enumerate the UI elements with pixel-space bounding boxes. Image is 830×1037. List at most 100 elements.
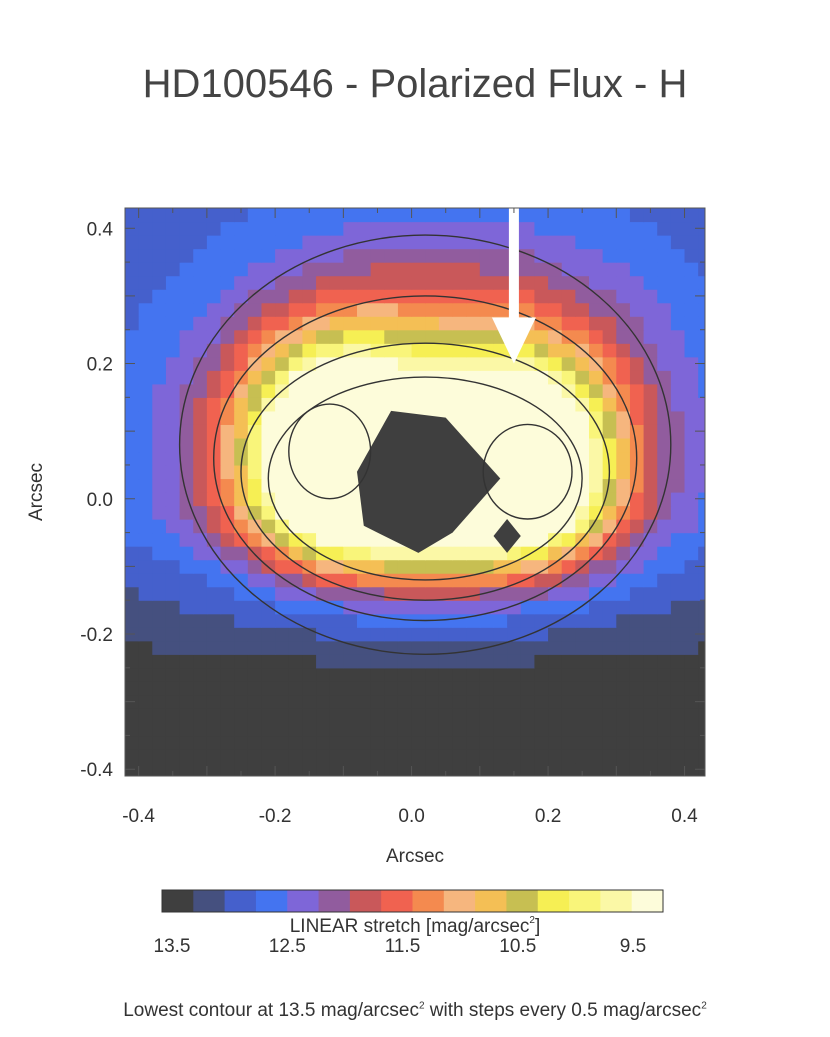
colorbar-frame	[161, 889, 664, 913]
heatmap-cell	[493, 275, 508, 290]
heatmap-cell	[493, 613, 508, 628]
heatmap-cell	[247, 262, 263, 277]
heatmap-cell	[643, 397, 658, 412]
heatmap-cell	[343, 640, 358, 655]
heatmap-cell	[561, 248, 576, 263]
heatmap-cell	[452, 694, 467, 709]
heatmap-cell	[370, 343, 385, 358]
heatmap-cell	[179, 302, 194, 317]
heatmap-cell	[343, 221, 358, 236]
heatmap-cell	[670, 208, 686, 223]
heatmap-cell	[179, 654, 194, 669]
heatmap-cell	[616, 208, 631, 223]
heatmap-cell	[247, 708, 263, 723]
heatmap-cell	[493, 451, 508, 466]
heatmap-cell	[370, 573, 385, 588]
heatmap-cell	[397, 708, 413, 723]
heatmap-cell	[247, 208, 263, 223]
heatmap-cell	[261, 613, 276, 628]
heatmap-cell	[247, 370, 263, 385]
heatmap-cell	[288, 721, 304, 737]
heatmap-cell	[343, 208, 358, 223]
heatmap-cell	[247, 613, 263, 628]
heatmap-cell	[234, 329, 249, 344]
heatmap-cell	[370, 708, 385, 723]
heatmap-cell	[698, 573, 705, 588]
heatmap-cell	[165, 343, 181, 358]
heatmap-cell	[425, 208, 440, 223]
contour-line	[213, 295, 638, 622]
heatmap-cell	[548, 640, 563, 655]
heatmap-cell	[670, 410, 686, 425]
heatmap-cell	[329, 694, 344, 709]
heatmap-cell	[534, 383, 549, 398]
heatmap-cell	[493, 437, 508, 453]
heatmap-cell	[138, 289, 153, 304]
heatmap-cell	[397, 343, 413, 358]
heatmap-cell	[561, 748, 576, 764]
heatmap-cell	[425, 708, 440, 723]
heatmap-cell	[411, 586, 426, 601]
heatmap-cell	[384, 667, 399, 682]
heatmap-cell	[302, 289, 317, 304]
heatmap-cell	[411, 275, 426, 290]
heatmap-cell	[493, 397, 508, 412]
heatmap-cell	[602, 721, 617, 737]
heatmap-cell	[602, 397, 617, 412]
heatmap-cell	[466, 600, 481, 615]
heatmap-cell	[138, 275, 153, 290]
heatmap-cell	[138, 424, 153, 439]
heatmap-cell	[534, 762, 549, 776]
heatmap-cell	[657, 667, 672, 682]
heatmap-cell	[479, 546, 495, 561]
heatmap-cell	[411, 762, 426, 776]
heatmap-cell	[316, 464, 331, 480]
heatmap-cell	[152, 235, 167, 250]
heatmap-cell	[316, 613, 331, 628]
heatmap-cell	[125, 613, 140, 628]
heatmap-cell	[138, 356, 153, 371]
heatmap-cell	[561, 208, 576, 223]
heatmap-cell	[629, 559, 645, 574]
heatmap-cell	[411, 343, 426, 358]
heatmap-cell	[397, 600, 413, 615]
heatmap-cell	[261, 248, 276, 263]
heatmap-cell	[602, 667, 617, 682]
heatmap-cell	[698, 748, 705, 764]
heatmap-cell	[234, 410, 249, 425]
heatmap-cell	[589, 762, 604, 776]
heatmap-cell	[493, 248, 508, 263]
heatmap-cell	[493, 748, 508, 764]
heatmap-cell	[466, 640, 481, 655]
heatmap-cell	[561, 600, 576, 615]
colorbar-tick-label: 11.5	[385, 936, 421, 957]
heatmap-cell	[602, 208, 617, 223]
heatmap-cell	[629, 721, 645, 737]
heatmap-cell	[138, 235, 153, 250]
heatmap-cell	[261, 302, 276, 317]
heatmap-cell	[575, 208, 590, 223]
heatmap-cell	[479, 302, 495, 317]
heatmap-cell	[302, 532, 317, 547]
heatmap-cell	[138, 316, 153, 331]
heatmap-cell	[220, 492, 235, 507]
heatmap-cell	[316, 329, 331, 344]
y-tick-label: 0.4	[87, 219, 114, 240]
heatmap-cell	[152, 600, 167, 615]
heatmap-cell	[234, 424, 249, 439]
heatmap-cell	[466, 721, 481, 737]
heatmap-cell	[438, 235, 454, 250]
heatmap-cell	[152, 410, 167, 425]
heatmap-cell	[247, 316, 263, 331]
heatmap-cell	[629, 343, 645, 358]
heatmap-cell	[561, 437, 576, 453]
heatmap-cell	[684, 329, 699, 344]
heatmap-cell	[138, 762, 153, 776]
heatmap-cell	[534, 208, 549, 223]
colorbar-swatch	[381, 890, 413, 912]
heatmap-cell	[206, 248, 222, 263]
heatmap-cell	[329, 532, 344, 547]
heatmap-cell	[466, 762, 481, 776]
heatmap-cell	[629, 437, 645, 453]
heatmap-cell	[479, 735, 495, 750]
